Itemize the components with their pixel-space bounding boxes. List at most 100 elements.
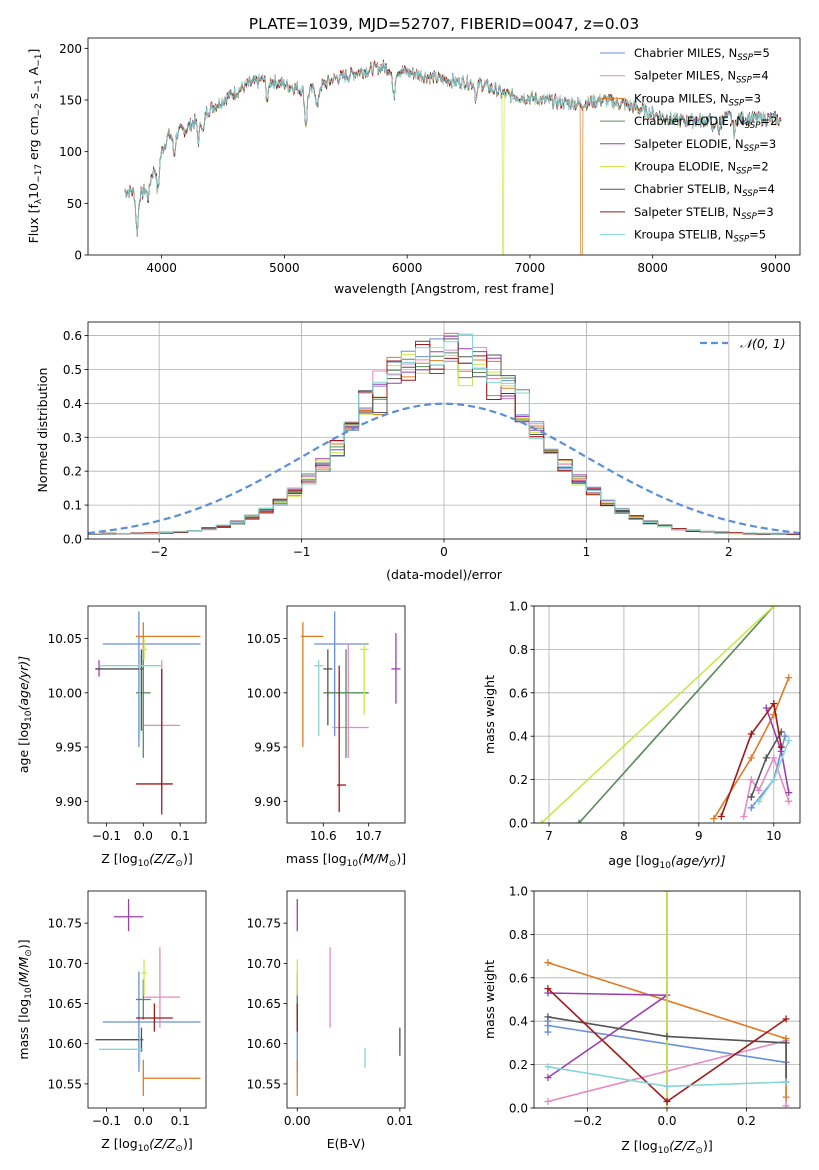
x-tick-label: −0.1 (92, 829, 121, 843)
y-tick-label: 10.00 (48, 686, 82, 700)
axes-frame (87, 890, 207, 1109)
legend-label: Salpeter STELIB, NSSP=3 (634, 205, 774, 222)
x-axis-label: mass [log10(M/M⊙)] (286, 851, 406, 869)
y-tick-label: 10.65 (247, 997, 281, 1011)
errorbar-point (99, 654, 162, 742)
errorbar-point (314, 611, 369, 737)
weight-line-kroupa-elodie (540, 606, 775, 823)
errorbar-point (113, 899, 144, 932)
y-tick-label: 50 (67, 197, 82, 211)
plus-marker (782, 1093, 790, 1101)
plus-marker (785, 797, 793, 805)
legend-label: Salpeter ELODIE, NSSP=3 (634, 137, 776, 154)
plus-marker (717, 812, 725, 820)
errorbar-point (141, 959, 147, 996)
y-axis-label: mass [log10(M/M⊙)] (16, 939, 34, 1059)
plus-marker (663, 1104, 671, 1108)
errorbar-point (300, 622, 324, 748)
y-tick-label: 0.0 (63, 533, 82, 547)
y-tick-label: 10.55 (48, 1077, 82, 1091)
axes-frame (87, 37, 801, 256)
gaussian-reference-curve (88, 402, 800, 535)
y-tick-label: 10.75 (247, 917, 281, 931)
weight-line-salpeter-stelib (720, 701, 783, 817)
x-tick-label: −1 (293, 545, 311, 559)
errorbar-point (391, 633, 401, 704)
plus-marker (777, 743, 785, 751)
y-tick-label: 0.4 (509, 730, 528, 744)
y-tick-label: 10.70 (247, 957, 281, 971)
spectrum-line-kroupa-stelib (124, 61, 782, 236)
x-tick-label: 0.1 (171, 1114, 190, 1128)
y-axis-label: mass weight (482, 675, 497, 754)
y-tick-label: 150 (59, 94, 82, 108)
x-tick-label: 6000 (392, 261, 423, 275)
y-tick-label: 10.55 (247, 1077, 281, 1091)
errorbar-point (323, 649, 369, 758)
plus-marker (755, 786, 763, 794)
plus-marker (663, 1097, 671, 1105)
y-tick-label: 0.1 (63, 499, 82, 513)
x-tick-label: 0.01 (387, 1114, 414, 1128)
plot-area (95, 611, 201, 815)
legend-label: Chabrier STELIB, NSSP=4 (634, 182, 775, 199)
errorbar-point (135, 1003, 173, 1032)
plus-marker (770, 606, 778, 610)
plot-area (300, 611, 401, 813)
x-tick-label: 10.7 (355, 829, 382, 843)
x-tick-label: −2 (150, 545, 168, 559)
legend-label: Kroupa MILES, NSSP=3 (634, 91, 761, 108)
legend-label: Kroupa ELODIE, NSSP=2 (634, 160, 769, 177)
y-tick-label: 1.0 (509, 885, 528, 899)
y-tick-label: 10.05 (48, 632, 82, 646)
y-tick-label: 0.0 (509, 817, 528, 831)
plus-marker (747, 754, 755, 762)
plus-marker (782, 1039, 790, 1047)
plus-marker (785, 737, 793, 745)
y-tick-label: 10.00 (247, 686, 281, 700)
x-tick-label: 4000 (146, 261, 177, 275)
y-tick-label: 0.6 (509, 971, 528, 985)
y-tick-label: 10.75 (48, 917, 82, 931)
age-vs-Z-axes: −0.1 0.0 0.1 9.90 9.95 10.00 10.05 Z [log10(Z/Z… (16, 605, 207, 869)
plus-marker (544, 1074, 552, 1082)
plus-marker (544, 1028, 552, 1036)
plus-marker (747, 776, 755, 784)
x-tick-label: −0.1 (92, 1114, 121, 1128)
x-tick-label: 8000 (637, 261, 668, 275)
x-axis-label: (data-model)/error (386, 567, 503, 582)
plus-marker (710, 815, 718, 823)
errorbar-point (142, 1059, 201, 1096)
plus-marker (544, 1022, 552, 1030)
legend-label: Chabrier ELODIE, NSSP=2 (634, 114, 777, 131)
x-tick-label: 9 (695, 829, 703, 843)
axes-frame (533, 605, 801, 824)
y-tick-label: 0.0 (509, 1102, 528, 1116)
plot-area (537, 606, 793, 823)
plus-marker (544, 959, 552, 967)
weight-line-chabrier-elodie (578, 606, 775, 823)
x-tick-label: 0.00 (284, 1114, 311, 1128)
errorbar-point (332, 643, 369, 758)
weight-vs-Z-axes: −0.2 0.0 0.2 0.0 0.2 0.4 0.6 0.8 1.0 Z [log10(Z/Z… (482, 885, 801, 1156)
y-axis-label: age [log10(age/yr)] (16, 656, 34, 773)
x-axis-label: wavelength [Angstrom, rest frame] (334, 281, 554, 296)
y-tick-label: 0.3 (63, 431, 82, 445)
x-axis-label: E(B-V) (327, 1136, 366, 1151)
plus-marker (770, 700, 778, 708)
x-tick-label: 0 (440, 545, 448, 559)
plot-area (296, 899, 401, 1096)
plus-marker (747, 804, 755, 812)
errorbar-point (95, 1027, 144, 1052)
y-tick-label: 0.4 (63, 397, 82, 411)
x-tick-label: 0.0 (134, 829, 153, 843)
plot-area (88, 332, 800, 539)
y-tick-label: 0.8 (509, 643, 528, 657)
x-axis-label: Z [log10(Z/Z⊙)] (621, 1138, 712, 1156)
plus-marker (785, 789, 793, 797)
plot-area (544, 891, 790, 1108)
plus-marker (544, 1013, 552, 1021)
errorbar-point (323, 649, 333, 726)
spectrum-axes: 4000 5000 6000 7000 8000 9000 0 50 100 150 200 wave… (26, 37, 801, 296)
